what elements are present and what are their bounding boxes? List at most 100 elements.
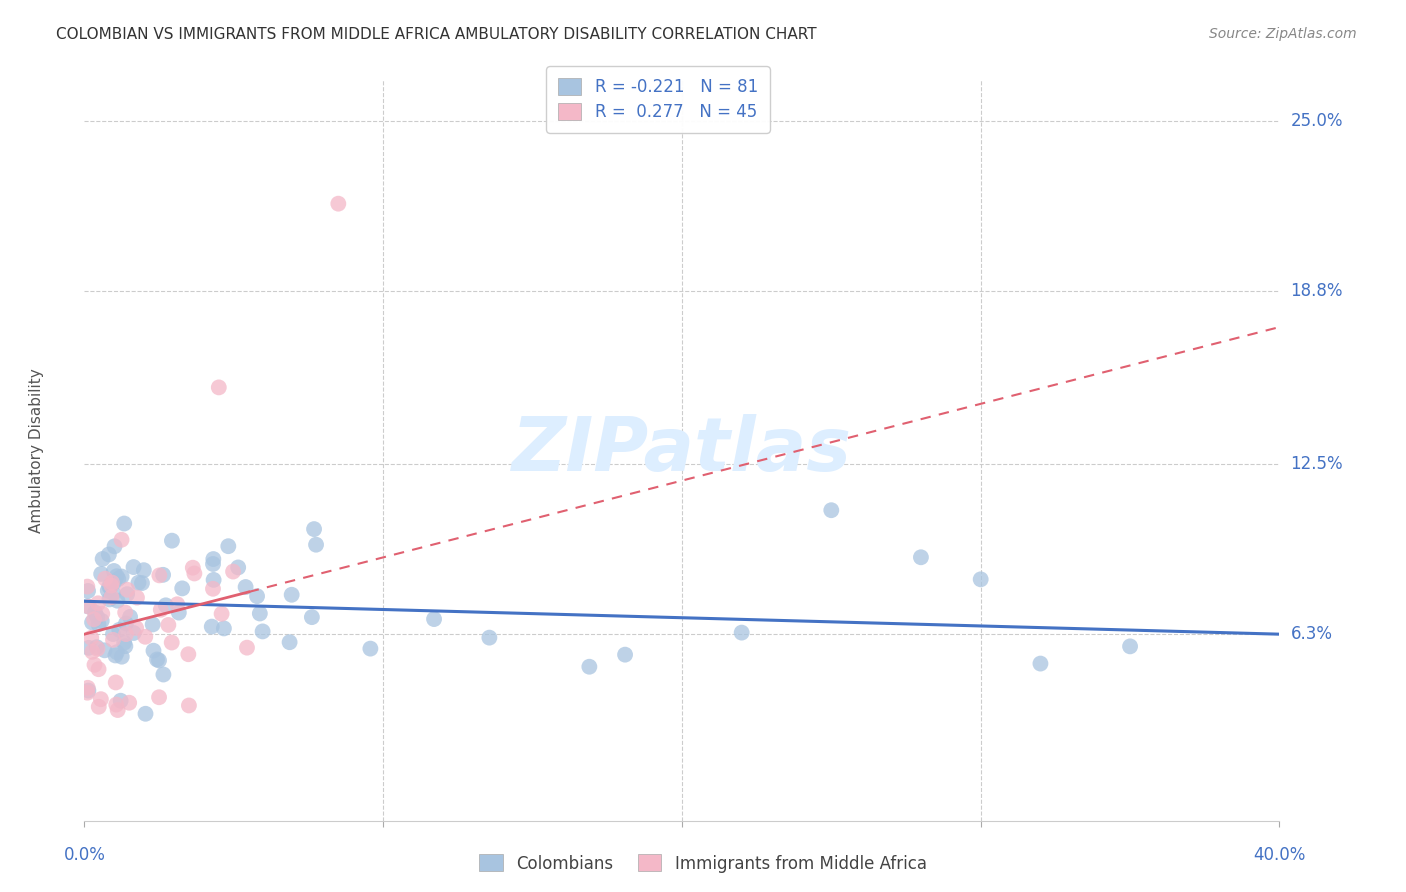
Point (146, 652, 169, 666)
Point (90, 566, 112, 581)
Point (84, 606, 107, 620)
Point (148, 568, 170, 582)
Point (82, 645, 104, 659)
Point (87, 596, 110, 610)
Point (80, 615, 103, 630)
Point (1119, 640, 1142, 654)
Legend: Colombians, Immigrants from Middle Africa: Colombians, Immigrants from Middle Afric… (472, 847, 934, 880)
Point (86, 641, 108, 656)
Point (478, 631, 501, 645)
Point (117, 582, 139, 597)
Point (301, 610, 323, 624)
Point (105, 645, 128, 659)
Point (103, 575, 125, 590)
Point (87, 617, 110, 632)
Point (160, 635, 183, 649)
Point (98, 581, 121, 595)
Point (202, 552, 225, 566)
Point (328, 196, 350, 211)
Point (101, 575, 124, 590)
Point (118, 696, 141, 710)
Text: Source: ZipAtlas.com: Source: ZipAtlas.com (1209, 27, 1357, 41)
Point (217, 539, 239, 553)
Point (83, 612, 105, 626)
Point (134, 706, 156, 721)
Point (152, 667, 174, 681)
Point (149, 603, 172, 617)
Point (91, 607, 114, 621)
Point (90, 614, 112, 628)
Point (423, 612, 446, 626)
Point (114, 639, 136, 653)
Point (97, 548, 120, 562)
Point (359, 641, 381, 656)
Point (148, 653, 170, 667)
Text: 25.0%: 25.0% (1291, 112, 1343, 130)
Point (103, 586, 125, 600)
Point (77, 683, 100, 698)
Point (970, 572, 993, 586)
Point (132, 563, 155, 577)
Point (142, 617, 165, 632)
Point (104, 675, 127, 690)
Point (122, 560, 145, 574)
Point (107, 593, 129, 607)
Point (97, 583, 120, 598)
Point (105, 698, 128, 712)
Point (112, 636, 135, 650)
Point (246, 589, 269, 603)
Text: Ambulatory Disability: Ambulatory Disability (30, 368, 44, 533)
Point (157, 618, 180, 632)
Point (249, 607, 271, 621)
Point (177, 698, 200, 713)
Point (181, 560, 204, 574)
Point (90, 692, 112, 706)
Text: COLOMBIAN VS IMMIGRANTS FROM MIDDLE AFRICA AMBULATORY DISABILITY CORRELATION CHA: COLOMBIAN VS IMMIGRANTS FROM MIDDLE AFRI… (56, 27, 817, 42)
Point (1029, 657, 1052, 671)
Point (302, 522, 325, 536)
Point (201, 619, 224, 633)
Point (111, 569, 134, 583)
Text: 18.8%: 18.8% (1291, 283, 1343, 301)
Point (160, 533, 183, 548)
Point (77, 583, 100, 598)
Point (115, 616, 138, 631)
Point (76, 681, 98, 695)
Point (110, 694, 132, 708)
Point (108, 623, 131, 637)
Point (77, 640, 100, 655)
Point (112, 516, 135, 531)
Point (94, 572, 117, 586)
Text: 6.3%: 6.3% (1291, 625, 1333, 643)
Point (86, 640, 108, 654)
Point (87, 699, 110, 714)
Point (125, 591, 148, 605)
Legend: R = -0.221   N = 81, R =  0.277   N = 45: R = -0.221 N = 81, R = 0.277 N = 45 (547, 66, 769, 133)
Point (110, 533, 132, 547)
Point (107, 572, 129, 586)
Point (115, 587, 138, 601)
Point (76, 580, 98, 594)
Point (131, 576, 153, 591)
Point (226, 560, 249, 574)
Text: ZIPatlas: ZIPatlas (512, 414, 852, 487)
Point (155, 599, 177, 613)
Point (104, 648, 127, 663)
Point (91, 552, 114, 566)
Point (236, 640, 259, 655)
Point (100, 578, 122, 592)
Point (235, 580, 257, 594)
Point (208, 380, 231, 394)
Text: 0.0%: 0.0% (63, 846, 105, 863)
Point (614, 648, 637, 662)
Point (578, 659, 600, 673)
Text: 12.5%: 12.5% (1291, 455, 1343, 473)
Point (202, 557, 225, 571)
Point (122, 626, 145, 640)
Point (80, 631, 103, 645)
Point (222, 565, 245, 579)
Point (76, 686, 98, 700)
Point (172, 582, 194, 596)
Point (820, 503, 842, 517)
Point (114, 606, 136, 620)
